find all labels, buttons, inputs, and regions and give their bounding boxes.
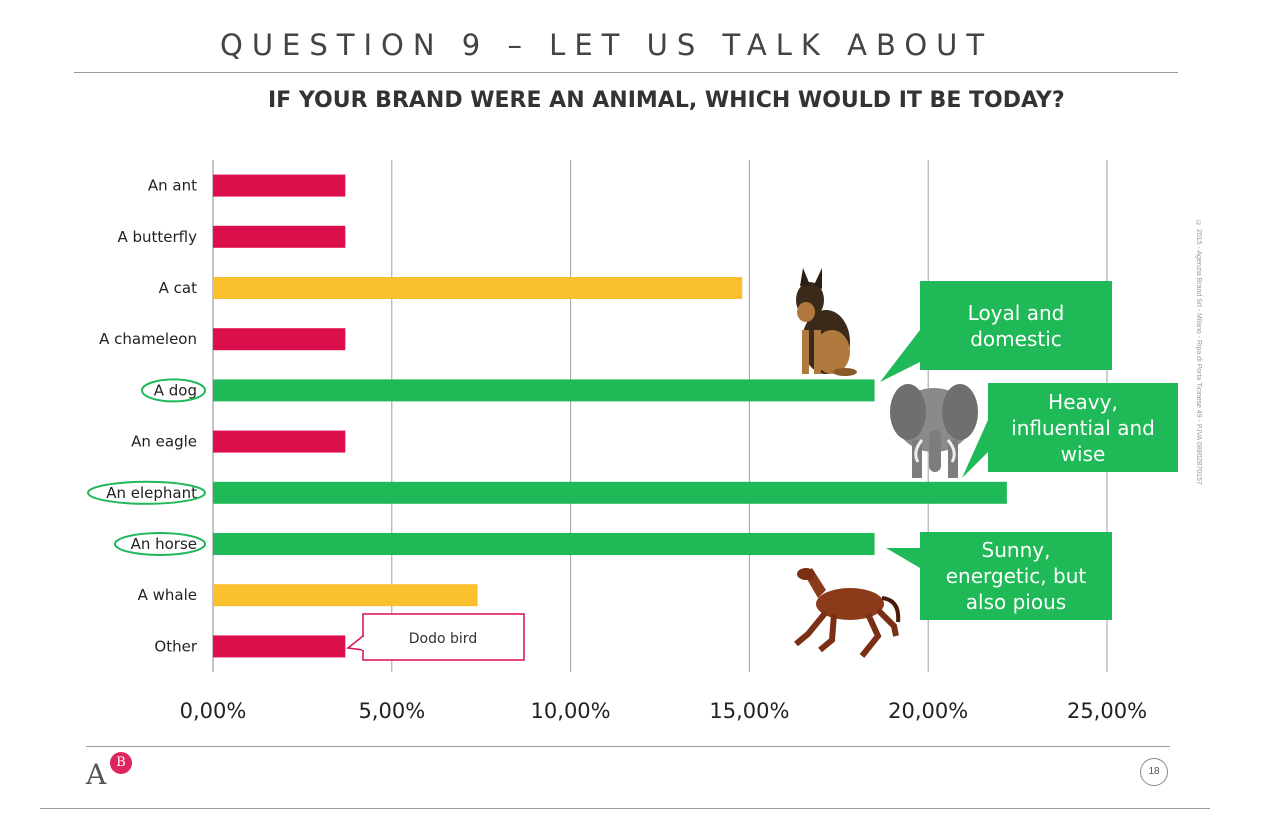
chart-title: IF YOUR BRAND WERE AN ANIMAL, WHICH WOUL…: [268, 88, 1065, 113]
bottom-divider: [40, 808, 1210, 809]
x-tick-label: 20,00%: [888, 699, 968, 723]
highlight-ellipse: [87, 480, 206, 505]
title-divider: [74, 72, 1178, 73]
footer-divider: [86, 746, 1170, 747]
bar: [213, 379, 875, 402]
category-label: An horse: [131, 535, 197, 553]
category-label: A dog: [154, 381, 197, 399]
bar: [213, 277, 743, 299]
x-tick-label: 15,00%: [709, 699, 789, 723]
bar: [213, 174, 346, 197]
copyright-text: © 2015 - Agenzia Brand Srl - Milano - Ri…: [1195, 220, 1202, 485]
bar-chart: An ant A butterfly A cat A chameleon A dog An…: [87, 160, 1147, 723]
dog-photo: [796, 268, 857, 376]
page-number: 18: [1140, 758, 1168, 786]
category-label: Other: [154, 637, 197, 655]
bar: [213, 328, 346, 351]
x-tick-label: 5,00%: [358, 699, 425, 723]
agency-logo: A B: [86, 752, 146, 792]
slide-title: QUESTION 9 – LET US TALK ABOUT: [220, 28, 994, 62]
callout-tail-dog: [880, 330, 920, 382]
dog-callout: Loyal and domestic: [920, 281, 1112, 370]
bar: [213, 584, 478, 607]
callout-tail-elephant: [962, 420, 988, 478]
category-label: An eagle: [131, 433, 197, 451]
category-label: An elephant: [106, 484, 197, 502]
highlight-ellipse: [114, 532, 206, 556]
logo-letter-b: B: [110, 752, 132, 774]
x-tick-label: 0,00%: [180, 699, 247, 723]
bar: [213, 635, 346, 658]
category-label: An ant: [148, 177, 197, 195]
bar: [213, 225, 346, 248]
horse-callout: Sunny, energetic, but also pious: [920, 532, 1112, 620]
bar: [213, 481, 1007, 504]
category-label: A cat: [159, 279, 197, 297]
category-label: A butterfly: [117, 228, 197, 246]
dodo-callout-tail: [346, 634, 364, 651]
x-tick-label: 25,00%: [1067, 699, 1147, 723]
horse-photo: [794, 568, 901, 658]
bar: [213, 533, 875, 555]
dodo-callout-text: Dodo bird: [409, 631, 477, 647]
elephant-callout: Heavy, influential and wise: [988, 383, 1178, 472]
category-label: A whale: [138, 586, 197, 604]
bar: [213, 430, 346, 453]
category-label: A chameleon: [99, 330, 197, 348]
x-tick-label: 10,00%: [531, 699, 611, 723]
logo-letter-a: A: [86, 758, 107, 791]
dodo-callout-box: [362, 613, 525, 661]
callout-tail-horse: [886, 548, 920, 568]
elephant-photo: [890, 384, 978, 478]
highlight-ellipse: [141, 378, 206, 403]
